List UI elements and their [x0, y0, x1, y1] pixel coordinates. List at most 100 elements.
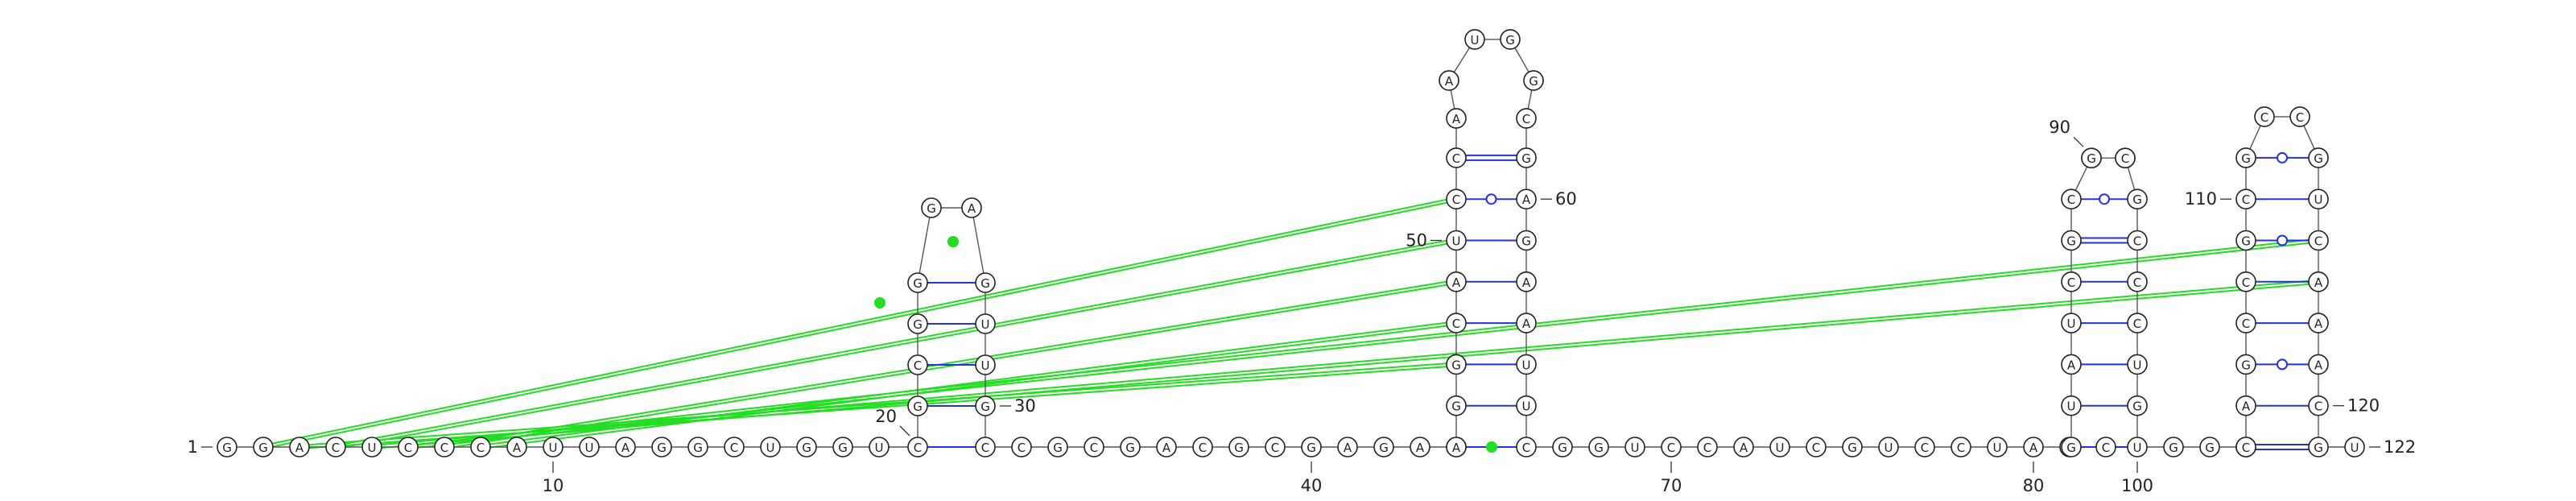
nucleotide: C — [1011, 437, 1032, 458]
pseudoknot-link — [480, 321, 1457, 446]
nucleotide-letter: U — [585, 441, 594, 455]
nucleotide-circle — [1661, 437, 1682, 458]
nucleotide: U — [975, 354, 996, 375]
nucleotide-letter: G — [980, 276, 990, 291]
backbone-link — [917, 207, 932, 284]
nucleotide-circle — [253, 437, 274, 458]
nucleotide-letter: C — [1452, 193, 1460, 207]
nucleotide: U — [1624, 437, 1645, 458]
nucleotide: G — [2061, 437, 2082, 458]
nucleotide-circle — [907, 354, 928, 375]
nucleotide-letter: A — [2314, 317, 2323, 331]
nucleotide-letter: A — [2029, 441, 2038, 455]
position-tick — [899, 425, 910, 437]
nucleotide: A — [2061, 354, 2082, 375]
nucleotide-letter: U — [981, 317, 990, 332]
nucleotide-letter: C — [1090, 441, 1098, 455]
nucleotide-letter: C — [1522, 112, 1530, 126]
nucleotide: C — [1084, 437, 1104, 458]
nucleotide-letter: C — [1199, 441, 1207, 455]
nucleotide-letter: C — [2133, 275, 2141, 290]
nucleotide: A — [2023, 437, 2044, 458]
nucleotide-letter: G — [657, 441, 667, 455]
nucleotide-letter: G — [2241, 151, 2251, 166]
nucleotide-circle — [869, 437, 890, 458]
nucleotide-circle — [1446, 188, 1467, 209]
nucleotide: U — [579, 437, 600, 458]
nucleotide-letter: C — [914, 358, 922, 373]
nucleotide-circle — [1156, 437, 1177, 458]
nucleotide-circle — [2254, 106, 2275, 127]
nucleotide-letter: G — [1847, 441, 1857, 455]
nucleotide-circle — [2235, 354, 2256, 375]
wobble-pair-marker — [2099, 193, 2110, 205]
position-label: 122 — [2384, 437, 2416, 457]
nucleotide-circle — [2023, 437, 2044, 458]
nucleotide-circle — [2235, 437, 2256, 458]
nucleotide-circle — [325, 437, 346, 458]
pseudoknot-dot — [1486, 441, 1497, 453]
nucleotide-circle — [1516, 354, 1537, 375]
nucleotide-circle — [2235, 271, 2256, 292]
nucleotide: G — [2127, 395, 2148, 416]
nucleotide-circle — [1228, 437, 1249, 458]
nucleotide: C — [2254, 106, 2275, 127]
position-label: 120 — [2347, 396, 2380, 416]
nucleotide: G — [2235, 354, 2256, 375]
nucleotide-letter: A — [2314, 358, 2323, 372]
nucleotide: A — [506, 437, 527, 458]
nucleotide-circle — [2163, 437, 2184, 458]
nucleotide-circle — [1516, 395, 1537, 416]
nucleotide: G — [907, 395, 928, 416]
nucleotide-letter: U — [1776, 441, 1785, 455]
pseudoknot-dot-layer — [874, 236, 1497, 453]
nucleotide-circle — [1624, 437, 1645, 458]
position-label: 80 — [2023, 476, 2045, 495]
nucleotide-circle — [2127, 395, 2148, 416]
nucleotide-letter: G — [927, 201, 936, 216]
nucleotide-circle — [1500, 29, 1521, 50]
nucleotide-circle — [1446, 395, 1467, 416]
nucleotide-circle — [2115, 147, 2136, 168]
nucleotide-letter: C — [1271, 441, 1279, 455]
nucleotide: C — [2235, 313, 2256, 333]
position-label: 40 — [1301, 476, 1323, 495]
nucleotide-circle — [2308, 188, 2329, 209]
nucleotide-circle — [2289, 106, 2310, 127]
nucleotide-letter: A — [2067, 358, 2076, 372]
nucleotide-letter: U — [1885, 441, 1893, 455]
nucleotide-letter: G — [2314, 441, 2323, 455]
nucleotide-letter: G — [1053, 441, 1063, 455]
nucleotide: C — [1192, 437, 1213, 458]
nucleotide-circle — [907, 313, 928, 334]
nucleotide-letter: A — [295, 441, 304, 455]
nucleotide-circle — [1011, 437, 1032, 458]
nucleotide: G — [1500, 29, 1521, 50]
nucleotide-circle — [1516, 108, 1537, 129]
nucleotide-letter: A — [1522, 317, 1531, 331]
nucleotide-letter: C — [1957, 441, 1965, 455]
nucleotide-letter: U — [2351, 441, 2359, 455]
nucleotide-circle — [724, 437, 745, 458]
position-label: 70 — [1661, 476, 1682, 495]
position-label: 20 — [875, 407, 897, 426]
nucleotide: U — [1516, 354, 1537, 375]
nucleotide-circle — [1523, 70, 1544, 91]
nucleotide-letter: C — [440, 441, 448, 455]
nucleotide: C — [907, 354, 928, 375]
nucleotide-letter: U — [2067, 317, 2076, 331]
nucleotide-circle — [1410, 437, 1430, 458]
pseudoknot-link — [480, 324, 1457, 449]
nucleotide-circle — [975, 437, 996, 458]
nucleotide: A — [1446, 271, 1467, 292]
nucleotide: G — [217, 437, 237, 458]
nucleotide: C — [2127, 230, 2148, 251]
nucleotide-circle — [760, 437, 781, 458]
nucleotide-circle — [1446, 108, 1467, 129]
nucleotide: C — [1951, 437, 1971, 458]
nucleotide: G — [1588, 437, 1609, 458]
nucleotide-letter: U — [1471, 33, 1480, 48]
position-label: 60 — [1555, 189, 1577, 209]
nucleotide-circle — [2061, 395, 2082, 416]
nucleotide-circle — [361, 437, 382, 458]
